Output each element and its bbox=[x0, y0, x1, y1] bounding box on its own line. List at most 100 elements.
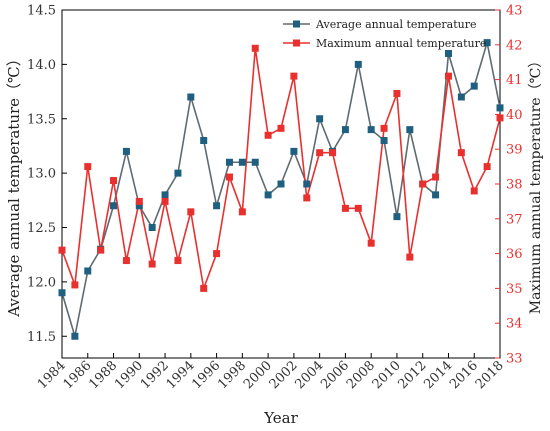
series-0-point bbox=[71, 332, 79, 340]
series-1-point bbox=[135, 197, 143, 205]
series-0-point bbox=[316, 115, 324, 123]
x-tick-label: 2006 bbox=[318, 358, 352, 392]
series-0-point bbox=[277, 180, 285, 188]
left-tick-label: 13.5 bbox=[27, 112, 56, 127]
x-tick-label: 2012 bbox=[396, 358, 430, 392]
series-1-point bbox=[367, 239, 375, 247]
series-0-point bbox=[161, 191, 169, 199]
x-tick-label: 2010 bbox=[370, 358, 404, 392]
series-0-point bbox=[174, 169, 182, 177]
x-tick-label: 1988 bbox=[86, 358, 120, 392]
series-0-point bbox=[290, 147, 298, 155]
series-1-point bbox=[483, 163, 491, 171]
right-tick-label: 43 bbox=[506, 4, 523, 19]
legend-label-average: Average annual temperature bbox=[315, 18, 476, 31]
x-tick-label: 2016 bbox=[447, 358, 481, 392]
series-1-point bbox=[84, 163, 92, 171]
series-1-point bbox=[238, 208, 246, 216]
series-1-point bbox=[251, 44, 259, 52]
legend-marker-maximum bbox=[293, 39, 300, 47]
series-1-point bbox=[316, 149, 324, 157]
x-tick-label: 2000 bbox=[241, 358, 275, 392]
x-tick-label: 2018 bbox=[473, 358, 507, 392]
series-1-point bbox=[419, 180, 427, 188]
x-tick-label: 1990 bbox=[112, 358, 146, 392]
series-1-point bbox=[444, 72, 452, 80]
series-1-point bbox=[213, 250, 221, 258]
series-1-point bbox=[277, 124, 285, 132]
right-tick-label: 33 bbox=[506, 352, 523, 367]
right-axis-ticks: 33 34 35 36 37 38 39 40 41 42 43 bbox=[495, 4, 523, 367]
x-axis-title: Year bbox=[263, 409, 298, 427]
left-tick-label: 13.0 bbox=[27, 167, 56, 182]
series-0-point bbox=[470, 82, 478, 90]
series-0-point bbox=[110, 202, 118, 210]
series-0-point bbox=[122, 147, 130, 155]
x-tick-label: 1992 bbox=[138, 358, 172, 392]
left-tick-label: 11.5 bbox=[27, 330, 56, 345]
series-0-point bbox=[367, 126, 375, 134]
series-0-point bbox=[444, 50, 452, 57]
left-axis-ticks: 11.5 12.0 12.5 13.0 13.5 14.0 14.5 bbox=[27, 4, 67, 345]
left-tick-label: 14.5 bbox=[27, 4, 56, 19]
series-0-point bbox=[432, 191, 440, 199]
series-1-point bbox=[97, 246, 105, 254]
right-tick-label: 42 bbox=[506, 38, 523, 53]
series-1-point bbox=[161, 197, 169, 205]
series-1-point bbox=[393, 90, 401, 98]
series-1-point bbox=[432, 173, 440, 181]
series-0-point bbox=[457, 93, 465, 101]
series-1-point bbox=[225, 173, 233, 181]
right-tick-label: 35 bbox=[506, 282, 523, 297]
legend: Average annual temperature Maximum annua… bbox=[283, 18, 486, 50]
series-1-point bbox=[264, 131, 272, 139]
series-0-point bbox=[406, 126, 414, 134]
x-tick-label: 2004 bbox=[292, 358, 326, 392]
series-0-point bbox=[84, 267, 92, 275]
right-tick-label: 36 bbox=[506, 247, 523, 262]
series-0-point bbox=[483, 39, 491, 47]
series-1-point bbox=[329, 149, 337, 157]
series-0-point bbox=[354, 60, 362, 68]
series-0-point bbox=[135, 202, 143, 210]
series-1-point bbox=[354, 204, 362, 212]
series-0-point bbox=[380, 137, 388, 144]
series-0-point bbox=[393, 213, 401, 221]
x-tick-label: 1984 bbox=[35, 358, 69, 392]
series-1-point bbox=[71, 281, 79, 289]
series-1-point bbox=[470, 187, 478, 195]
x-tick-label: 2002 bbox=[267, 358, 301, 392]
series-0-point bbox=[303, 180, 311, 188]
series-0-point bbox=[187, 93, 195, 101]
series-0-point bbox=[341, 126, 349, 134]
left-tick-label: 12.5 bbox=[27, 221, 56, 236]
right-tick-label: 39 bbox=[506, 143, 523, 158]
right-tick-label: 40 bbox=[506, 108, 523, 123]
left-axis-title: Average annual temperature（℃） bbox=[5, 51, 23, 318]
series-1-point bbox=[380, 124, 388, 132]
right-tick-label: 34 bbox=[506, 317, 523, 332]
right-axis-title: Maximum annual temperature（℃） bbox=[528, 54, 544, 315]
series-0-point bbox=[264, 191, 272, 199]
right-tick-label: 37 bbox=[506, 212, 523, 227]
x-tick-label: 1994 bbox=[164, 358, 198, 392]
series-1-point bbox=[457, 149, 465, 157]
x-axis-ticks: 1984198619881990199219941996199820002002… bbox=[35, 353, 507, 392]
series-1-point bbox=[341, 204, 349, 212]
x-tick-label: 1998 bbox=[215, 358, 249, 392]
series-1-point bbox=[406, 253, 414, 261]
series-0-point bbox=[496, 104, 504, 112]
series-1-point bbox=[187, 208, 195, 216]
series-0-point bbox=[148, 224, 156, 231]
series-0-point bbox=[251, 158, 259, 166]
legend-marker-average bbox=[293, 20, 300, 28]
series-1-point bbox=[496, 114, 504, 122]
series-0-point bbox=[200, 137, 208, 144]
x-tick-label: 1986 bbox=[61, 358, 95, 392]
series-1-point bbox=[58, 246, 66, 254]
series-1-point bbox=[110, 177, 118, 185]
legend-label-maximum: Maximum annual temperature bbox=[316, 37, 486, 50]
x-tick-label: 1996 bbox=[189, 358, 223, 392]
series-0-point bbox=[238, 158, 246, 166]
